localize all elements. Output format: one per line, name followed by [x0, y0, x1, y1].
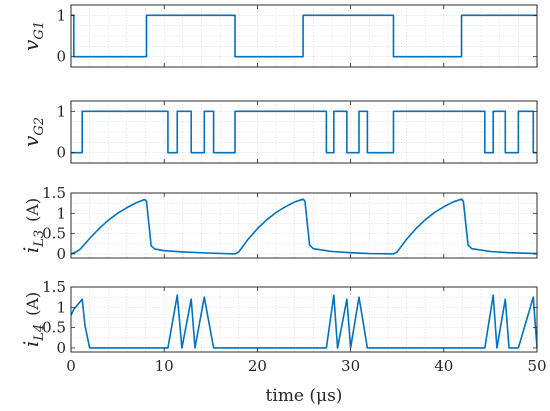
x-tick-label: 50 — [527, 357, 546, 375]
y-tick-label: 0 — [56, 48, 66, 66]
y-tick-label: 0 — [56, 245, 66, 263]
panel-4: 0 0.5 1 1.5 0 10 20 30 40 50 iL4(A) time (μs) — [19, 278, 547, 406]
x-tick-label: 10 — [155, 357, 174, 375]
axes-border — [70, 100, 538, 164]
x-tick-label: 30 — [341, 357, 360, 375]
axes-border — [70, 4, 538, 68]
y-tick-label: 1 — [56, 298, 66, 316]
x-tick-label: 0 — [66, 357, 76, 375]
x-tick-label: 20 — [248, 357, 267, 375]
y-tick-label: 1.5 — [42, 184, 66, 202]
y-tick-label: 1 — [56, 102, 66, 120]
axes-border — [70, 192, 538, 259]
series-line-1 — [71, 110, 537, 154]
panel-2: 0 1 vG2 — [19, 100, 538, 164]
y-tick-label: 0.5 — [42, 319, 66, 337]
y-axis-label: vG2 — [19, 117, 47, 147]
y-axis-label: vG1 — [19, 21, 47, 51]
x-tick-label: 40 — [434, 357, 453, 375]
y-tick-label: 1 — [56, 6, 66, 24]
axes-border — [70, 286, 538, 353]
series-line-1 — [70, 198, 538, 255]
y-axis-label: iL4(A) — [19, 292, 47, 347]
series-line-1 — [71, 14, 537, 58]
y-tick-label: 0.5 — [42, 225, 66, 243]
axes-frame — [70, 192, 538, 259]
y-axis-label: iL3(A) — [19, 198, 47, 253]
y-tick-label: 0 — [56, 144, 66, 162]
y-tick-label: 1 — [56, 204, 66, 222]
y-tick-label: 1.5 — [42, 278, 66, 296]
series-line-1 — [70, 294, 538, 349]
axes-frame — [70, 286, 538, 353]
x-axis-label: time (μs) — [266, 386, 343, 406]
y-tick-label: 0 — [56, 339, 66, 357]
panel-1: 0 1 vG1 — [19, 4, 538, 68]
